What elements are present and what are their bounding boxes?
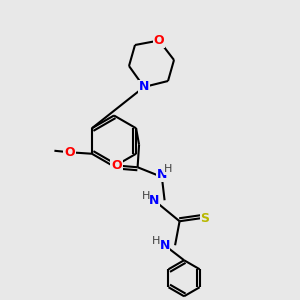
Text: S: S	[201, 212, 210, 225]
Text: N: N	[156, 168, 167, 181]
Text: N: N	[159, 239, 170, 252]
Text: O: O	[111, 159, 122, 172]
Text: H: H	[152, 236, 161, 246]
Text: N: N	[149, 194, 159, 207]
Text: H: H	[142, 191, 150, 201]
Text: O: O	[154, 34, 164, 47]
Text: O: O	[64, 146, 75, 159]
Text: N: N	[139, 80, 149, 94]
Text: H: H	[164, 164, 172, 174]
